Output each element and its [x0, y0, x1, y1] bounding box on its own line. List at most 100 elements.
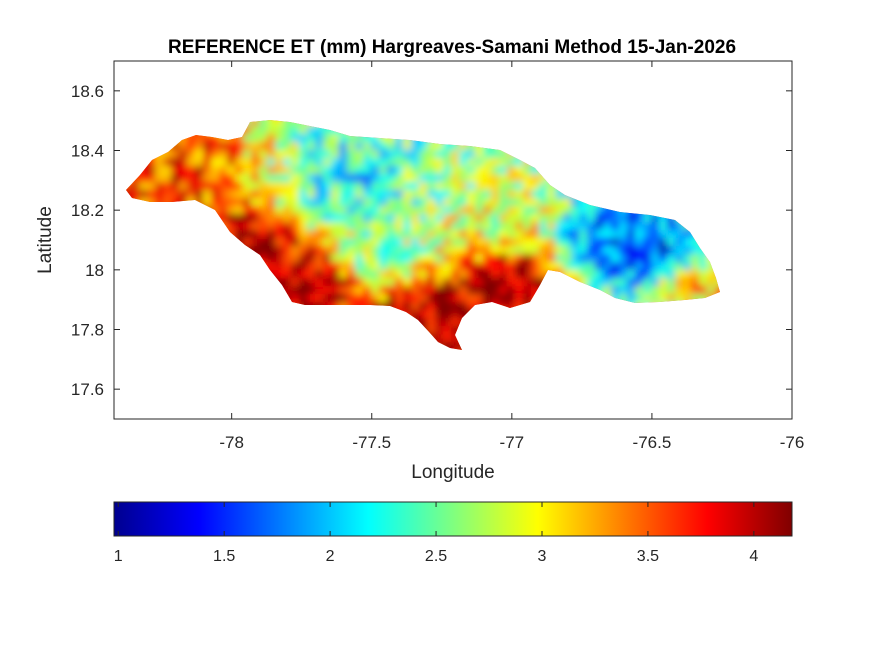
heatmap-cell [483, 198, 493, 208]
heatmap-cell [435, 214, 445, 224]
heatmap-cell [427, 318, 437, 328]
heatmap-cell [243, 182, 253, 192]
heatmap-cell [267, 120, 277, 128]
heatmap-cell [315, 142, 325, 152]
heatmap-cell [435, 310, 445, 320]
heatmap-cell [475, 246, 485, 256]
heatmap-cell [419, 302, 429, 312]
heatmap-cell [379, 254, 389, 264]
heatmap-cell [483, 166, 493, 176]
heatmap-cell [499, 166, 509, 176]
heatmap-cell [211, 174, 221, 184]
heatmap-cell [667, 294, 677, 304]
colorbar-tick-label: 4 [749, 548, 758, 565]
heatmap-cell [275, 198, 285, 208]
heatmap-cell [259, 174, 269, 184]
heatmap-cell [435, 246, 445, 256]
heatmap-cell [387, 214, 397, 224]
heatmap-cell [651, 246, 661, 256]
heatmap-cell [299, 278, 309, 288]
heatmap-cell [627, 278, 637, 288]
heatmap-cell [307, 158, 317, 168]
heatmap-cell [267, 182, 277, 192]
x-tick-label: -76 [780, 433, 805, 452]
heatmap-cell [235, 158, 245, 168]
heatmap-cell [707, 270, 717, 280]
heatmap-cell [491, 286, 501, 296]
heatmap-cell [379, 158, 389, 168]
heatmap-cell [195, 182, 205, 192]
y-tick-label: 18 [85, 261, 104, 280]
heatmap-cell [211, 134, 221, 144]
heatmap-cell [459, 294, 469, 304]
heatmap-cell [203, 134, 213, 144]
heatmap-cell [443, 206, 453, 216]
heatmap-cell [491, 254, 501, 264]
heatmap-cell [595, 278, 605, 288]
heatmap-cell [683, 278, 693, 288]
heatmap-cell [435, 222, 445, 232]
heatmap-cell [347, 270, 357, 280]
heatmap-cell [419, 174, 429, 184]
heatmap-cell [219, 214, 229, 224]
heatmap-cell [347, 262, 357, 272]
heatmap-cell [347, 214, 357, 224]
heatmap-cell [515, 230, 525, 240]
heatmap-cell [251, 222, 261, 232]
heatmap-cell [331, 142, 341, 152]
heatmap-cell [435, 206, 445, 216]
heatmap-cell [627, 254, 637, 264]
heatmap-cell [331, 150, 341, 160]
heatmap-cell [675, 254, 685, 264]
heatmap-cell [331, 230, 341, 240]
heatmap-cell [499, 270, 509, 280]
heatmap-cell [283, 198, 293, 208]
heatmap-cell [499, 214, 509, 224]
heatmap-cell [443, 238, 453, 248]
heatmap-cell [659, 222, 669, 232]
heatmap-cell [515, 246, 525, 256]
heatmap-cell [595, 270, 605, 280]
heatmap-cell [451, 310, 461, 320]
heatmap-cell [667, 286, 677, 296]
heatmap-cell [451, 334, 461, 344]
heatmap-cell [507, 222, 517, 232]
heatmap-cell [643, 214, 653, 224]
heatmap-cell [547, 230, 557, 240]
heatmap-cell [643, 238, 653, 248]
heatmap-cell [179, 166, 189, 176]
heatmap-cell [515, 214, 525, 224]
heatmap-cell [243, 158, 253, 168]
heatmap-cell [451, 158, 461, 168]
heatmap-cell [291, 134, 301, 144]
heatmap-cell [227, 214, 237, 224]
heatmap-cell [555, 222, 565, 232]
heatmap-cell [419, 190, 429, 200]
heatmap-cell [275, 246, 285, 256]
heatmap-cell [363, 150, 373, 160]
heatmap-cell [563, 238, 573, 248]
heatmap-cell [355, 182, 365, 192]
heatmap-cell [555, 246, 565, 256]
heatmap-cell [459, 254, 469, 264]
heatmap-cell [315, 286, 325, 296]
heatmap-cell [323, 238, 333, 248]
heatmap-cell [243, 238, 253, 248]
heatmap-cell [699, 286, 709, 296]
heatmap-cell [427, 206, 437, 216]
heatmap-cell [523, 254, 533, 264]
heatmap-cell [475, 206, 485, 216]
heatmap-cell [627, 246, 637, 256]
heatmap-cell [619, 270, 629, 280]
heatmap-cell [267, 158, 277, 168]
heatmap-cell [195, 134, 205, 144]
heatmap-cell [411, 198, 421, 208]
heatmap-cell [323, 286, 333, 296]
heatmap-cell [667, 238, 677, 248]
heatmap-cell [427, 222, 437, 232]
heatmap-cell [403, 174, 413, 184]
heatmap-cell [355, 134, 365, 144]
heatmap-cell [451, 150, 461, 160]
heatmap-cell [371, 270, 381, 280]
heatmap-cell [283, 190, 293, 200]
